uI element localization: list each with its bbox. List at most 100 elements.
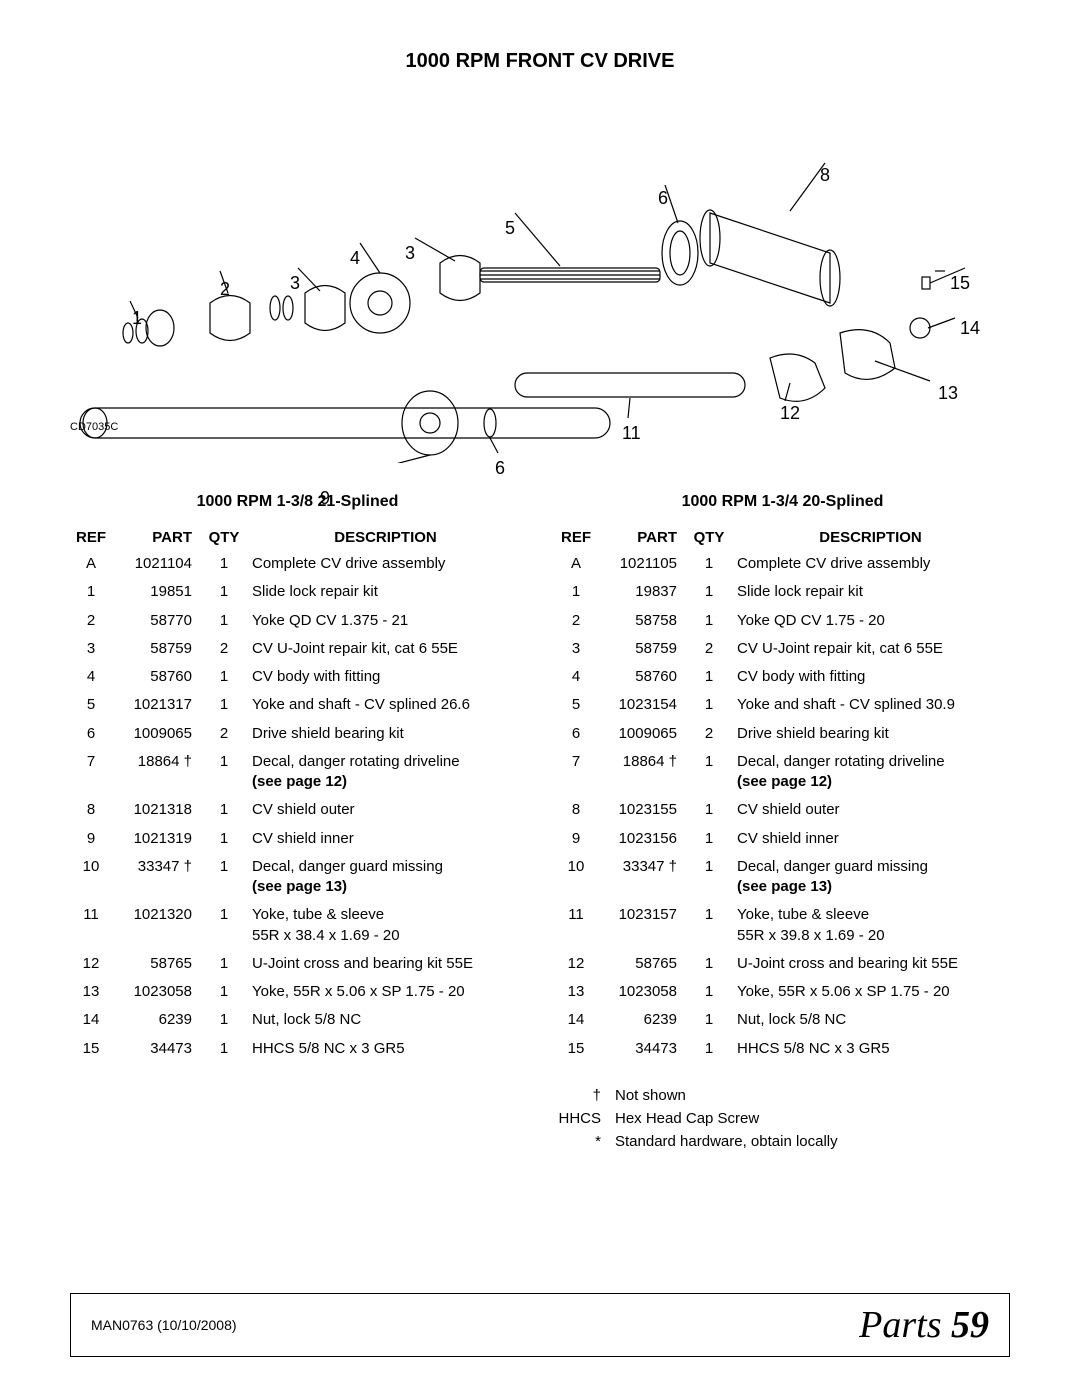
cell-desc: HHCS 5/8 NC x 3 GR5 <box>731 1035 1010 1063</box>
cell-part: 1021318 <box>112 796 202 824</box>
page-footer: MAN0763 (10/10/2008) Parts 59 <box>70 1293 1010 1357</box>
col-ref: REF <box>70 525 112 550</box>
cell-part: 1021320 <box>112 901 202 950</box>
cell-desc: Decal, danger rotating driveline(see pag… <box>731 748 1010 797</box>
cell-ref: 3 <box>555 635 597 663</box>
cell-qty: 1 <box>202 853 246 902</box>
cell-desc: Drive shield bearing kit <box>731 720 1010 748</box>
cell-qty: 1 <box>687 901 731 950</box>
cell-qty: 1 <box>202 748 246 797</box>
cell-qty: 1 <box>202 691 246 719</box>
cell-ref: 6 <box>70 720 112 748</box>
table-row: A10211051Complete CV drive assembly <box>555 550 1010 578</box>
cell-ref: 4 <box>70 663 112 691</box>
cell-part: 34473 <box>112 1035 202 1063</box>
cell-desc: U-Joint cross and bearing kit 55E <box>246 950 525 978</box>
table-row: 12587651U-Joint cross and bearing kit 55… <box>555 950 1010 978</box>
cell-part: 18864 † <box>112 748 202 797</box>
col-ref: REF <box>555 525 597 550</box>
cell-desc: Decal, danger guard missing(see page 13) <box>246 853 525 902</box>
cell-ref: 11 <box>555 901 597 950</box>
cell-part: 1021319 <box>112 825 202 853</box>
table-row: 3587592CV U-Joint repair kit, cat 6 55E <box>70 635 525 663</box>
diagram-callout: 13 <box>938 383 958 404</box>
cell-qty: 1 <box>202 1035 246 1063</box>
cell-qty: 1 <box>202 901 246 950</box>
cell-qty: 1 <box>687 978 731 1006</box>
footer-section-label: Parts <box>859 1304 941 1346</box>
table-row: 1033347 †1Decal, danger guard missing(se… <box>70 853 525 902</box>
cell-desc: Nut, lock 5/8 NC <box>731 1006 1010 1034</box>
cell-qty: 1 <box>202 578 246 606</box>
diagram-callout: 1 <box>132 308 142 329</box>
cell-qty: 1 <box>202 1006 246 1034</box>
cell-desc: CV body with fitting <box>731 663 1010 691</box>
table-row: 2587581Yoke QD CV 1.75 - 20 <box>555 607 1010 635</box>
cell-ref: 15 <box>70 1035 112 1063</box>
cell-qty: 1 <box>687 853 731 902</box>
right-table-title: 1000 RPM 1-3/4 20-Splined <box>555 493 1010 511</box>
cell-qty: 1 <box>202 978 246 1006</box>
table-row: 810213181CV shield outer <box>70 796 525 824</box>
cell-desc: Nut, lock 5/8 NC <box>246 1006 525 1034</box>
cell-qty: 2 <box>202 720 246 748</box>
cell-desc: Yoke and shaft - CV splined 26.6 <box>246 691 525 719</box>
cell-ref: 15 <box>555 1035 597 1063</box>
cell-qty: 1 <box>687 796 731 824</box>
table-row: 1110213201Yoke, tube & sleeve55R x 38.4 … <box>70 901 525 950</box>
cell-desc: CV shield outer <box>731 796 1010 824</box>
cell-part: 1021104 <box>112 550 202 578</box>
cell-ref: 12 <box>555 950 597 978</box>
cell-qty: 1 <box>687 691 731 719</box>
cell-part: 1021317 <box>112 691 202 719</box>
table-row: 1198511Slide lock repair kit <box>70 578 525 606</box>
cell-ref: 6 <box>555 720 597 748</box>
cell-desc: Yoke QD CV 1.375 - 21 <box>246 607 525 635</box>
footer-doc-id: MAN0763 (10/10/2008) <box>91 1317 237 1333</box>
cell-qty: 1 <box>687 550 731 578</box>
cell-part: 58760 <box>597 663 687 691</box>
table-row: 4587601CV body with fitting <box>555 663 1010 691</box>
cell-desc: HHCS 5/8 NC x 3 GR5 <box>246 1035 525 1063</box>
cell-ref: 9 <box>70 825 112 853</box>
cell-desc: Decal, danger rotating driveline(see pag… <box>246 748 525 797</box>
cell-part: 19851 <box>112 578 202 606</box>
cell-part: 1023058 <box>112 978 202 1006</box>
cell-ref: 10 <box>555 853 597 902</box>
cell-qty: 2 <box>202 635 246 663</box>
right-table-column: 1000 RPM 1-3/4 20-Splined REF PART QTY D… <box>555 493 1010 1156</box>
cell-desc: Yoke, 55R x 5.06 x SP 1.75 - 20 <box>246 978 525 1006</box>
parts-tables: 1000 RPM 1-3/8 21-Splined REF PART QTY D… <box>70 493 1010 1156</box>
cell-part: 1023058 <box>597 978 687 1006</box>
legend-text: Hex Head Cap Screw <box>615 1110 759 1127</box>
col-qty: QTY <box>202 525 246 550</box>
cell-part: 58765 <box>597 950 687 978</box>
cell-ref: 3 <box>70 635 112 663</box>
cell-part: 33347 † <box>597 853 687 902</box>
cell-desc: CV U-Joint repair kit, cat 6 55E <box>731 635 1010 663</box>
left-parts-table: REF PART QTY DESCRIPTION A10211041Comple… <box>70 525 525 1063</box>
cell-part: 19837 <box>597 578 687 606</box>
table-row: 510231541Yoke and shaft - CV splined 30.… <box>555 691 1010 719</box>
cell-ref: 7 <box>555 748 597 797</box>
cell-qty: 1 <box>687 950 731 978</box>
cell-desc: Decal, danger guard missing(see page 13) <box>731 853 1010 902</box>
cell-part: 1023155 <box>597 796 687 824</box>
diagram-callout: 15 <box>950 273 970 294</box>
diagram-callout: 9 <box>320 488 330 509</box>
cell-ref: 7 <box>70 748 112 797</box>
diagram-callout: 3 <box>290 273 300 294</box>
cell-part: 34473 <box>597 1035 687 1063</box>
cell-part: 1021105 <box>597 550 687 578</box>
cell-desc: U-Joint cross and bearing kit 55E <box>731 950 1010 978</box>
table-row: 1310230581Yoke, 55R x 5.06 x SP 1.75 - 2… <box>555 978 1010 1006</box>
diagram-callout: 6 <box>658 188 668 209</box>
cell-part: 1009065 <box>112 720 202 748</box>
cell-qty: 2 <box>687 635 731 663</box>
diagram-callout: 5 <box>505 218 515 239</box>
cell-desc: CV shield inner <box>731 825 1010 853</box>
cell-desc: Complete CV drive assembly <box>246 550 525 578</box>
left-table-title: 1000 RPM 1-3/8 21-Splined <box>70 493 525 511</box>
legend: †Not shownHHCSHex Head Cap Screw*Standar… <box>555 1087 1010 1150</box>
cell-ref: 2 <box>70 607 112 635</box>
